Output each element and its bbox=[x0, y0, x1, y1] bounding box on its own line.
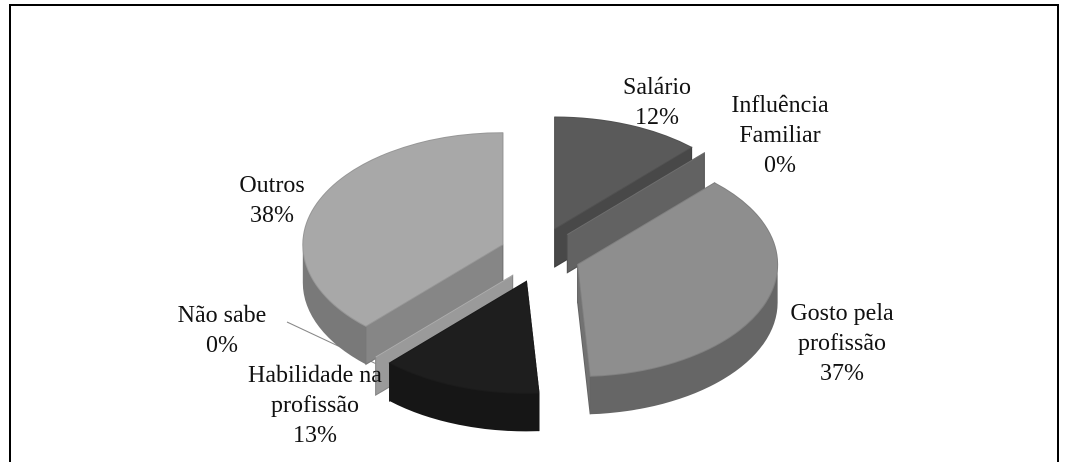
data-label: Influência Familiar 0% bbox=[705, 90, 855, 180]
category-label: Não sabe bbox=[177, 302, 267, 328]
category-label: Salário bbox=[623, 74, 691, 100]
slice-top bbox=[375, 274, 513, 358]
value-label: 13% bbox=[293, 422, 337, 448]
slice-wall bbox=[302, 244, 366, 365]
slice bbox=[577, 181, 779, 415]
value-label: 0% bbox=[206, 332, 238, 358]
data-label: Salário 12% bbox=[592, 72, 722, 132]
value-label: 0% bbox=[764, 152, 796, 178]
slice-wall bbox=[590, 264, 778, 415]
slice bbox=[302, 132, 504, 366]
slice-top bbox=[554, 116, 693, 230]
data-label: Outros 38% bbox=[207, 170, 337, 230]
category-label: Habilidade na profissão bbox=[248, 362, 382, 418]
slice-wall bbox=[389, 362, 540, 432]
slice bbox=[388, 280, 540, 432]
slice-top bbox=[567, 152, 705, 236]
value-label: 37% bbox=[820, 360, 864, 386]
category-label: Gosto pela profissão bbox=[790, 300, 894, 356]
frame bbox=[9, 4, 1059, 462]
slice-top bbox=[577, 182, 779, 377]
data-label: Gosto pela profissão 37% bbox=[767, 298, 917, 388]
value-label: 12% bbox=[635, 104, 679, 130]
category-label: Influência Familiar bbox=[731, 92, 829, 148]
slice-top bbox=[388, 280, 540, 394]
value-label: 38% bbox=[250, 202, 294, 228]
data-label: Não sabe 0% bbox=[157, 300, 287, 360]
data-label: Habilidade na profissão 13% bbox=[220, 360, 410, 450]
category-label: Outros bbox=[239, 172, 305, 198]
slice-top bbox=[302, 132, 504, 327]
